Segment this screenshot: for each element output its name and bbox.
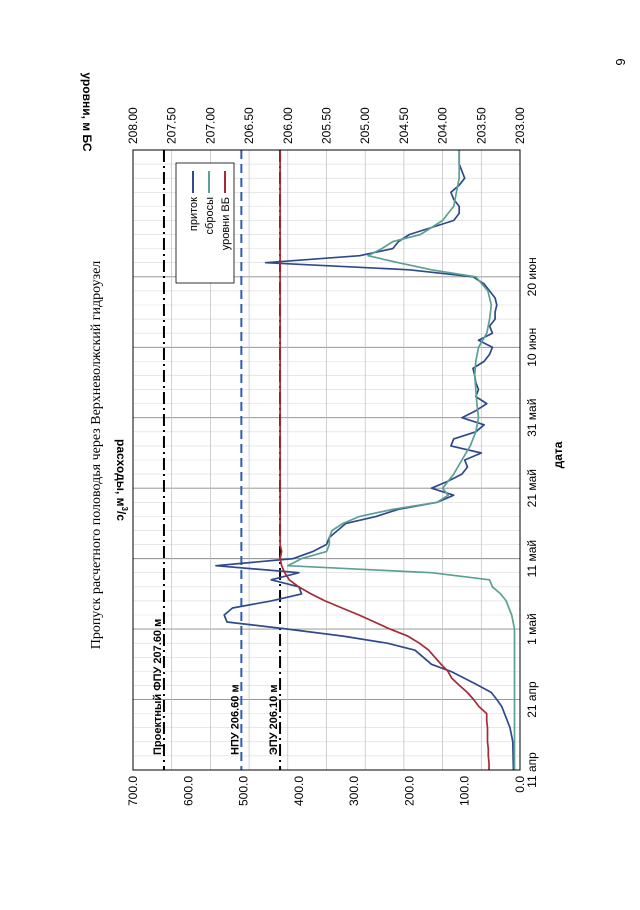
right-axis-tick-label: 205.50 xyxy=(320,107,334,144)
left-axis-title-superscript: 3 xyxy=(120,507,129,512)
right-axis-tick-label: 206.50 xyxy=(242,107,256,144)
right-axis-tick-label: 204.50 xyxy=(397,107,411,144)
axes: 0.0 100.0 200.0 300.0 400.0 500.0 600.0 700.0 20… xyxy=(80,72,565,806)
chart-title: Пропуск расчетного половодья через Верхн… xyxy=(89,261,104,650)
page-number: 6 xyxy=(613,58,628,65)
left-axis-tick-label: 200.0 xyxy=(402,776,416,806)
date-tick-label: 21 май xyxy=(525,469,539,507)
left-axis-tick-label: 0.0 xyxy=(513,776,527,793)
left-axis-tick-label: 500.0 xyxy=(237,776,251,806)
left-axis-tick-label: 600.0 xyxy=(181,776,195,806)
right-axis-tick-label: 203.50 xyxy=(474,107,488,144)
series-line-level xyxy=(279,150,490,770)
left-axis-title: расходы, м3/с xyxy=(114,439,129,521)
date-tick-label: 11 апр xyxy=(525,752,539,788)
right-axis-tick-label: 207.50 xyxy=(165,107,179,144)
right-axis-tick-label: 203.00 xyxy=(513,107,527,144)
plot-border xyxy=(132,149,521,771)
legend-label: уровни ВБ xyxy=(220,197,232,250)
right-axis-tick-label: 204.00 xyxy=(436,107,450,144)
right-axis-title: уровни, м БС xyxy=(80,72,94,152)
left-axis-tick-label: 700.0 xyxy=(126,776,140,806)
right-axis-tick-label: 205.00 xyxy=(358,107,372,144)
legend-label: приток xyxy=(188,197,200,231)
left-axis-tick-label: 300.0 xyxy=(347,776,361,806)
series-line-discharge xyxy=(286,150,516,770)
series-lines xyxy=(215,150,516,771)
right-axis-tick-label: 206.00 xyxy=(281,107,295,144)
date-tick-label: 11 май xyxy=(525,540,539,577)
date-tick-label: 1 май xyxy=(525,613,539,645)
date-tick-label: 10 июн xyxy=(525,328,539,367)
reference-line-label: ЭПУ 206.10 м xyxy=(268,685,280,755)
left-axis-title-text: расходы, м xyxy=(114,439,128,507)
left-axis-tick-label: 100.0 xyxy=(458,776,472,806)
right-axis-tick-label: 208.00 xyxy=(126,107,140,144)
x-axis-title: дата xyxy=(551,441,565,468)
left-axis-tick-label: 400.0 xyxy=(292,776,306,806)
date-tick-label: 20 июн xyxy=(525,257,539,296)
date-tick-label: 21 апр xyxy=(525,681,539,718)
legend-label: сбросы xyxy=(204,197,216,235)
reference-line-label: НПУ 206.60 м xyxy=(229,684,241,755)
left-axis-title-unit: /с xyxy=(114,511,128,521)
legend: приток сбросы уровни ВБ xyxy=(175,162,235,284)
reference-line-label: Проектный ФПУ 207.60 м xyxy=(152,619,164,755)
date-tick-label: 31 май xyxy=(525,399,539,437)
right-axis-tick-label: 207.00 xyxy=(203,107,217,144)
series-line-inflow xyxy=(215,150,515,771)
